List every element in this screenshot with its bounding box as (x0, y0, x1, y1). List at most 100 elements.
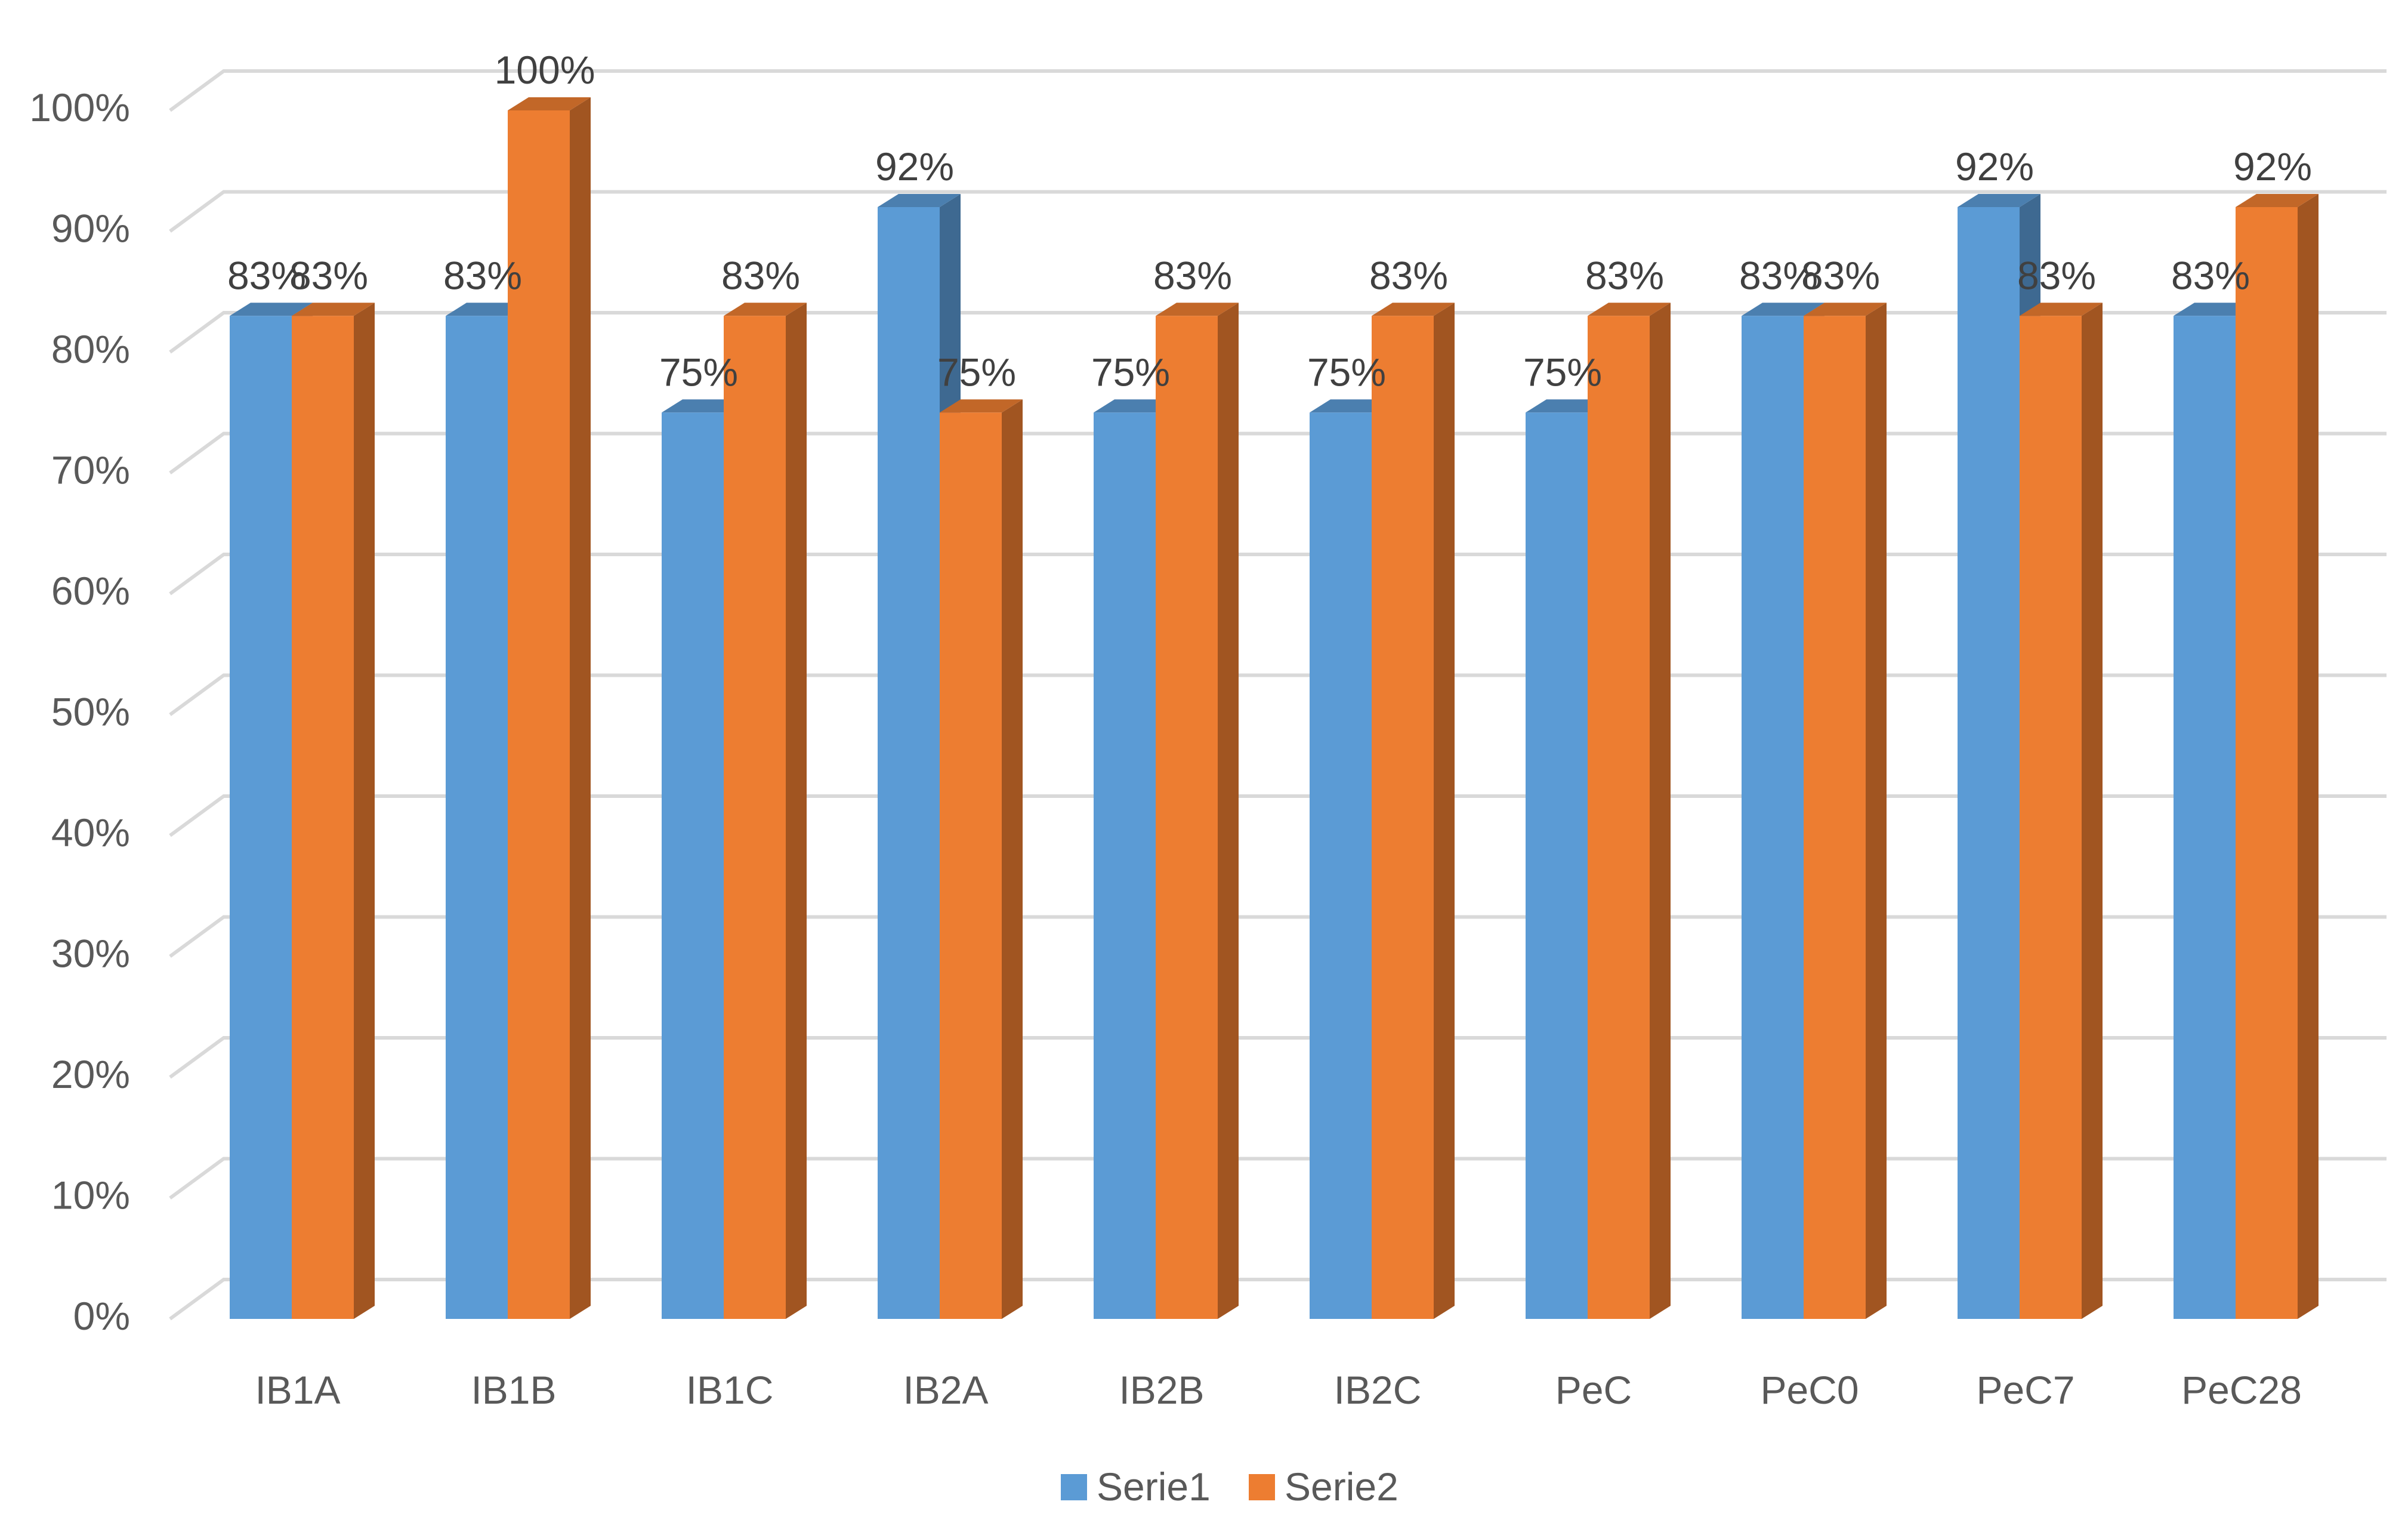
x-tick-label: IB2C (1334, 1368, 1422, 1412)
y-tick-label: 20% (51, 1052, 130, 1096)
bar-front (1742, 316, 1804, 1319)
gridline (169, 190, 2387, 233)
bar-top (1958, 194, 2040, 207)
data-label: 83% (2171, 253, 2250, 297)
bar-top (1588, 303, 1671, 316)
bar-side (2298, 194, 2319, 1319)
x-tick-label: PeC (1555, 1368, 1632, 1412)
data-label: 75% (659, 350, 738, 394)
y-tick-label: 30% (51, 932, 130, 976)
bar-side (1650, 303, 1671, 1319)
bar-front (1372, 316, 1434, 1319)
x-tick-label: IB2A (903, 1368, 988, 1412)
bar-side (786, 303, 807, 1319)
bar-serie2-ib2a (940, 399, 1023, 1319)
bar-side (570, 97, 591, 1319)
legend-item-serie2: Serie2 (1249, 1465, 1399, 1509)
bar-serie2-pec7 (2020, 303, 2103, 1319)
bar-top (724, 303, 807, 316)
bar-side (1002, 399, 1023, 1319)
bar-side (2082, 303, 2103, 1319)
legend: Serie1 Serie2 (1061, 1465, 1399, 1509)
data-labels: 83%83% 83%100%75%83%92%75% 75%83%75%83%75%… (227, 48, 2312, 394)
bar-top (2236, 194, 2319, 207)
bar-front (724, 316, 786, 1319)
y-tick-label: 60% (51, 569, 130, 613)
bar-serie2-ib1c (724, 303, 807, 1319)
data-label: 75% (1307, 350, 1386, 394)
x-tick-label: PeC28 (2181, 1368, 2302, 1412)
bar-front (1094, 412, 1156, 1319)
y-tick-label: 10% (51, 1173, 130, 1217)
data-label: 83% (721, 253, 800, 297)
bar-serie2-pec0 (1804, 303, 1887, 1319)
bar-front (2020, 316, 2082, 1319)
data-label: 100% (495, 48, 595, 92)
x-tick-label: IB1A (255, 1368, 340, 1412)
bar-front (1804, 316, 1866, 1319)
bar-front (1156, 316, 1218, 1319)
bar-serie2-pec28 (2236, 194, 2319, 1319)
data-label: 83% (1801, 253, 1880, 297)
bar-side (354, 303, 375, 1319)
data-label: 92% (1955, 144, 2034, 189)
data-label: 75% (937, 350, 1016, 394)
bar-front (508, 110, 570, 1319)
bar-front (446, 316, 508, 1319)
bar-serie2-ib2c (1372, 303, 1455, 1319)
x-tick-label: PeC7 (1976, 1368, 2074, 1412)
bar-top (508, 97, 591, 110)
bar-top (1372, 303, 1455, 316)
data-label: 83% (1739, 253, 1818, 297)
bar-front (878, 207, 940, 1319)
bar-side (1866, 303, 1887, 1319)
data-label: 75% (1091, 350, 1170, 394)
bar-front (292, 316, 354, 1319)
data-label: 83% (443, 253, 522, 297)
y-tick-label: 40% (51, 810, 130, 855)
y-tick-label: 80% (51, 327, 130, 371)
legend-item-serie1: Serie1 (1061, 1465, 1211, 1509)
bar-front (1526, 412, 1588, 1319)
y-tick-label: 90% (51, 206, 130, 251)
y-axis-ticks: 0% 10% 20% 30% 40% 50% 60% 70% 80% 90% 100% (29, 85, 130, 1338)
bar-front (2174, 316, 2236, 1319)
bar-serie2-ib1a (292, 303, 375, 1319)
bar-front (940, 412, 1002, 1319)
legend-label: Serie1 (1097, 1465, 1211, 1509)
data-label: 83% (1585, 253, 1664, 297)
bar-top (1742, 303, 1824, 316)
bar-top (1156, 303, 1239, 316)
bar-side (1218, 303, 1239, 1319)
bar-top (1804, 303, 1887, 316)
bar-top (2020, 303, 2103, 316)
bar-front (662, 412, 724, 1319)
gridlines (169, 69, 2387, 1321)
data-label: 83% (1369, 253, 1448, 297)
y-tick-label: 100% (29, 85, 130, 130)
x-tick-label: IB1B (471, 1368, 556, 1412)
data-label: 83% (1153, 253, 1232, 297)
bar-serie2-ib1b (508, 97, 591, 1319)
bar-front (1958, 207, 2020, 1319)
bar-front (1310, 412, 1372, 1319)
bar-side (1434, 303, 1455, 1319)
y-tick-label: 70% (51, 448, 130, 492)
data-label: 75% (1523, 350, 1602, 394)
bar-top (292, 303, 375, 316)
bar-front (2236, 207, 2298, 1319)
data-label: 83% (289, 253, 368, 297)
bar-serie2-ib2b (1156, 303, 1239, 1319)
bar-top (940, 399, 1023, 413)
data-label: 92% (875, 144, 954, 189)
legend-swatch (1061, 1474, 1087, 1500)
gridline (169, 69, 2387, 112)
legend-label: Serie2 (1285, 1465, 1399, 1509)
x-tick-label: IB2B (1119, 1368, 1204, 1412)
x-tick-label: IB1C (686, 1368, 774, 1412)
data-label: 83% (2017, 253, 2096, 297)
bar-top (230, 303, 313, 316)
bar-front (1588, 316, 1650, 1319)
